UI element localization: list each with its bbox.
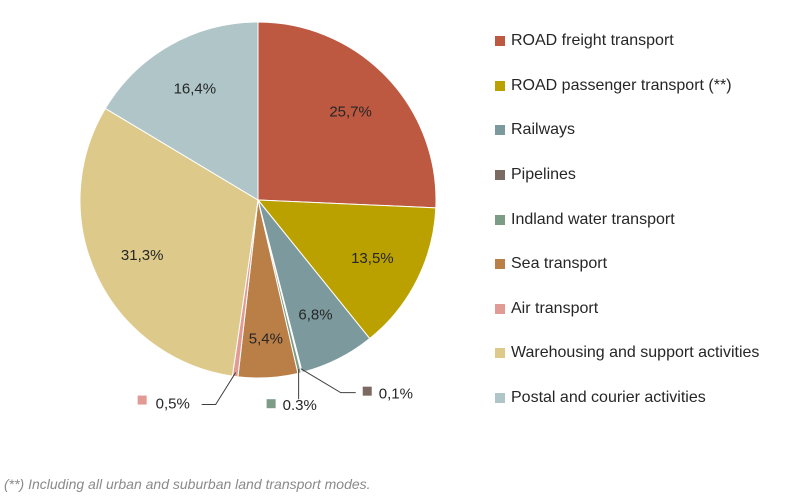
legend-swatch bbox=[495, 80, 505, 91]
legend-swatch bbox=[495, 214, 505, 225]
pie-chart: 25,7% 13,5% 6,8% 0,1% 0.3% 5,4% 0,5% 31,3% 16,4% bbox=[79, 21, 437, 414]
leader-line-air-transport bbox=[201, 372, 237, 406]
legend-label: Railways bbox=[511, 121, 576, 139]
data-label-postal-and-courier-activities: 16,4% bbox=[174, 80, 217, 97]
legend-swatch bbox=[495, 259, 505, 270]
label-swatch-air-transport bbox=[137, 395, 147, 405]
legend-item-road-freight-transport: ROAD freight transport bbox=[495, 19, 759, 64]
legend-swatch bbox=[495, 348, 505, 359]
pie-slice-postal-and-courier-activities bbox=[104, 21, 259, 201]
data-label-road-freight-transport: 25,7% bbox=[329, 103, 372, 120]
legend-item-indland-water-transport: Indland water transport bbox=[495, 197, 759, 242]
data-label-air-transport: 0,5% bbox=[156, 396, 190, 413]
label-swatch-pipelines bbox=[362, 386, 372, 396]
legend-item-pipelines: Pipelines bbox=[495, 153, 759, 198]
legend-label: ROAD passenger transport (**) bbox=[511, 76, 732, 94]
chart-footnote: (**) Including all urban and suburban la… bbox=[4, 476, 371, 492]
data-label-pipelines: 0,1% bbox=[379, 386, 413, 403]
chart-legend: ROAD freight transport ROAD passenger tra… bbox=[495, 19, 759, 420]
legend-label: Indland water transport bbox=[511, 210, 675, 228]
data-label-railways: 6,8% bbox=[298, 307, 332, 324]
pie-slice-road-freight-transport bbox=[257, 21, 437, 209]
legend-label: ROAD freight transport bbox=[511, 32, 674, 50]
data-label-indland-water-transport: 0.3% bbox=[283, 397, 317, 414]
legend-label: Sea transport bbox=[511, 255, 608, 273]
legend-swatch bbox=[495, 393, 505, 404]
data-label-sea-transport: 5,4% bbox=[249, 331, 283, 348]
legend-label: Air transport bbox=[511, 299, 599, 317]
pie-data-labels: 25,7% 13,5% 6,8% 0,1% 0.3% 5,4% 0,5% 31,3% 16,4% bbox=[121, 80, 413, 414]
pie-slice-road-passenger-transport bbox=[256, 199, 437, 340]
legend-item-postal-and-courier-activities: Postal and courier activities bbox=[495, 376, 759, 421]
pie-slice-warehousing-and-support-activities bbox=[79, 107, 259, 377]
legend-swatch bbox=[495, 303, 505, 314]
legend-label: Pipelines bbox=[511, 166, 576, 184]
legend-item-road-passenger-transport: ROAD passenger transport (**) bbox=[495, 64, 759, 109]
data-label-road-passenger-transport: 13,5% bbox=[351, 250, 394, 267]
legend-label: Warehousing and support activities bbox=[511, 344, 760, 362]
legend-item-warehousing-and-support-activities: Warehousing and support activities bbox=[495, 331, 759, 376]
label-swatch-indland-water-transport bbox=[266, 399, 276, 409]
legend-swatch bbox=[495, 170, 505, 181]
legend-item-sea-transport: Sea transport bbox=[495, 242, 759, 287]
legend-item-railways: Railways bbox=[495, 108, 759, 153]
pie-slices bbox=[79, 21, 437, 379]
leader-line-pipelines bbox=[300, 368, 356, 394]
legend-item-air-transport: Air transport bbox=[495, 287, 759, 332]
data-label-warehousing-and-support-activities: 31,3% bbox=[121, 247, 164, 264]
legend-label: Postal and courier activities bbox=[511, 389, 706, 407]
legend-swatch bbox=[495, 36, 505, 47]
legend-swatch bbox=[495, 125, 505, 136]
